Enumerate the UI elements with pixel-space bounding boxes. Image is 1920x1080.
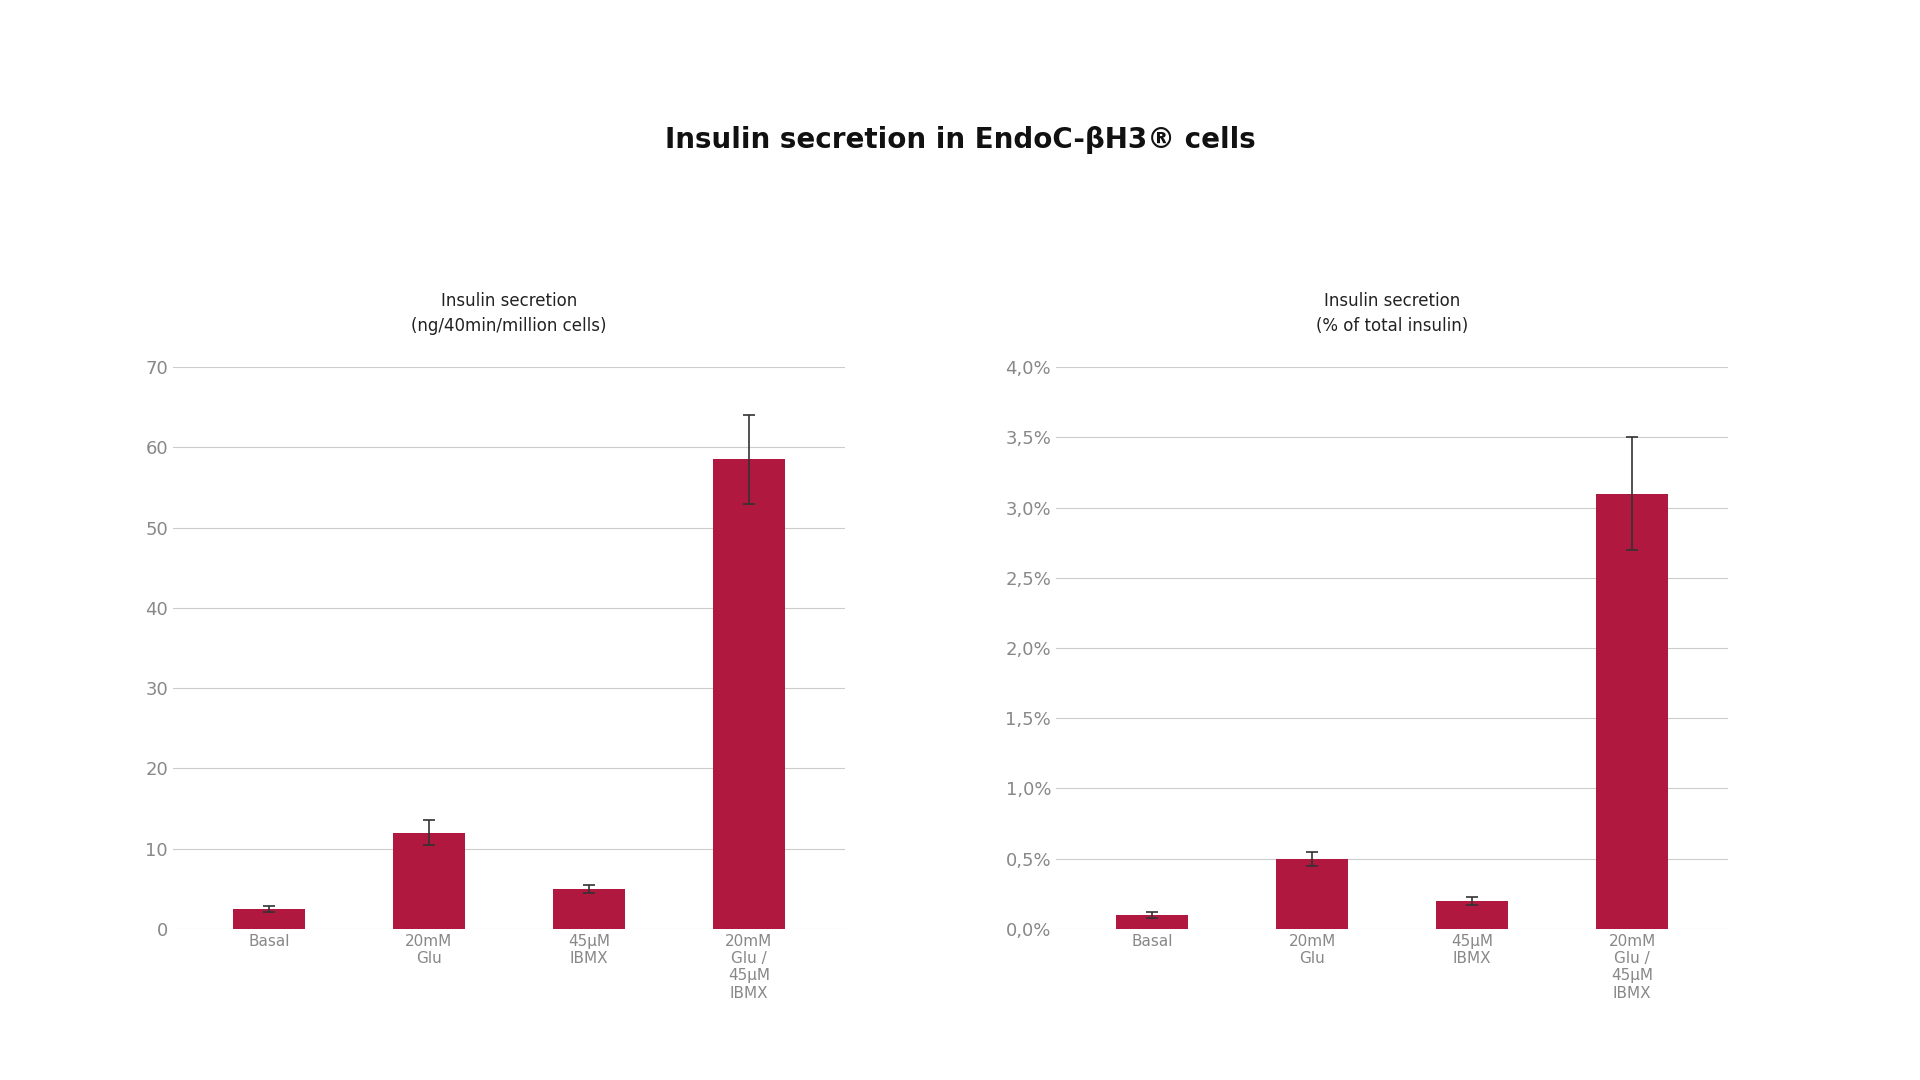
Bar — [1436, 901, 1507, 929]
Text: Insulin secretion
(% of total insulin): Insulin secretion (% of total insulin) — [1315, 292, 1469, 335]
Text: Insulin secretion
(ng/40min/million cells): Insulin secretion (ng/40min/million cell… — [411, 292, 607, 335]
Bar — [394, 833, 465, 929]
Bar — [1277, 859, 1348, 929]
Bar — [712, 459, 785, 929]
Text: Insulin secretion in EndoC-βH3® cells: Insulin secretion in EndoC-βH3® cells — [664, 126, 1256, 154]
Bar — [553, 889, 624, 929]
Bar — [232, 908, 305, 929]
Bar — [1116, 915, 1188, 929]
Bar — [1596, 494, 1668, 929]
